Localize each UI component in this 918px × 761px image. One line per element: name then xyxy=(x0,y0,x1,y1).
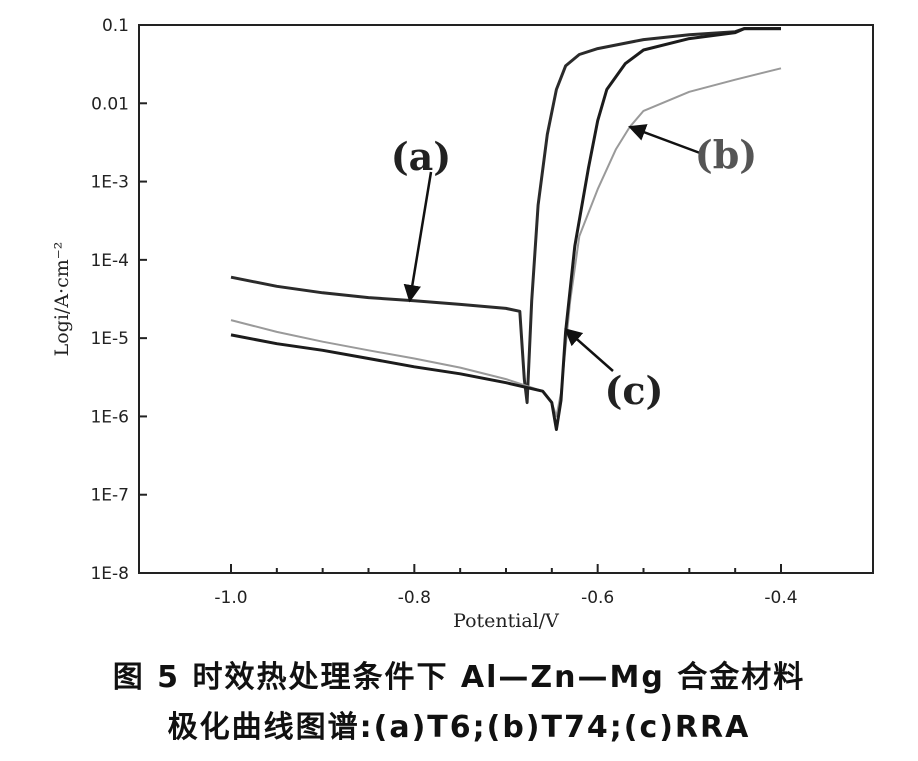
annotations-group: (a) (b) (c) xyxy=(391,124,758,413)
series-line-a xyxy=(230,27,781,405)
y-axis: 1E-8 1E-7 1E-6 1E-5 1E-4 1E-3 0.01 0.1 xyxy=(90,16,147,584)
y-tick-label: 1E-5 xyxy=(90,329,129,349)
annotation-arrow xyxy=(564,328,614,372)
figure-caption-line-2: 极化曲线图谱:(a)T6;(b)T74;(c)RRA xyxy=(167,710,751,745)
figure-caption-line-1: 图 5 时效热处理条件下 Al—Zn—Mg 合金材料 xyxy=(112,660,806,695)
y-tick-label: 1E-4 xyxy=(90,251,129,271)
y-axis-title: Logi/A·cm⁻² xyxy=(51,242,73,357)
x-tick-label: -0.8 xyxy=(398,588,431,608)
annotation-arrow xyxy=(628,124,701,155)
y-tick-label: 1E-8 xyxy=(90,564,129,584)
annotation-arrow xyxy=(403,171,433,303)
polarization-chart: 1E-8 1E-7 1E-6 1E-5 1E-4 1E-3 0.01 0.1 -1.0 -0.8… xyxy=(51,16,874,632)
annotation-label: (a) xyxy=(391,134,452,179)
x-tick-label: -0.6 xyxy=(581,588,614,608)
x-axis: -1.0 -0.8 -0.6 -0.4 xyxy=(214,564,798,608)
y-tick-label: 0.1 xyxy=(102,16,129,36)
series-line-b xyxy=(230,67,782,418)
x-tick-label: -1.0 xyxy=(214,588,247,608)
x-axis-title: Potential/V xyxy=(453,610,559,632)
series-line-c xyxy=(230,27,781,431)
plot-frame xyxy=(138,24,874,574)
y-tick-label: 1E-6 xyxy=(90,407,129,427)
annotation-label: (b) xyxy=(695,132,758,177)
y-tick-label: 1E-7 xyxy=(90,486,129,506)
annotation-label: (c) xyxy=(604,368,663,413)
y-tick-label: 1E-3 xyxy=(90,173,129,193)
series-group xyxy=(230,27,782,431)
x-tick-label: -0.4 xyxy=(764,588,797,608)
y-tick-label: 0.01 xyxy=(91,94,129,114)
